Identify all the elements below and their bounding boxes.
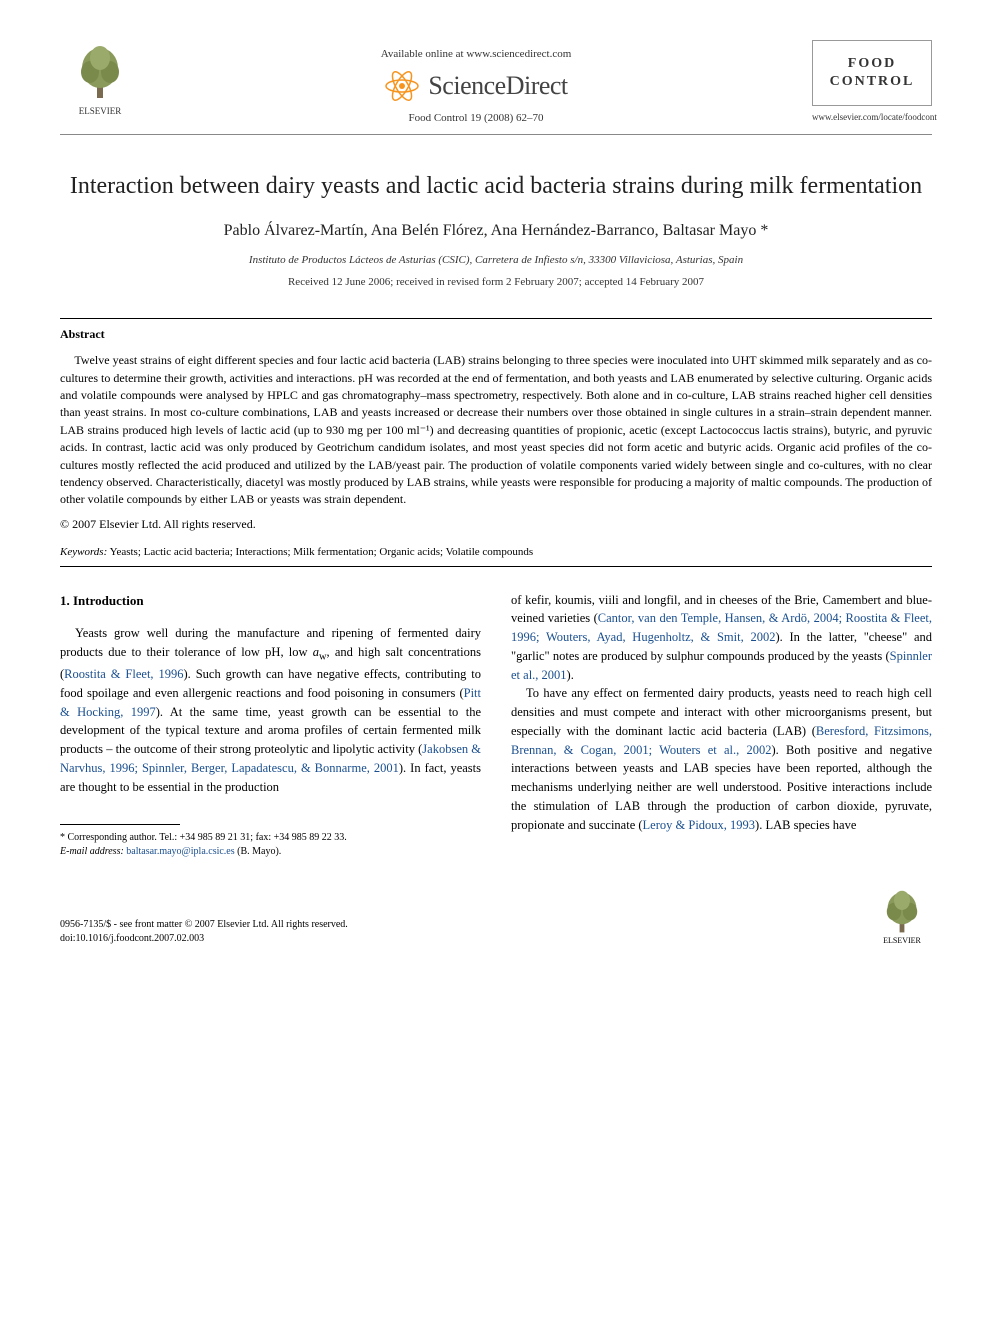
footer-doi: doi:10.1016/j.foodcont.2007.02.003 [60,932,348,946]
sciencedirect-logo: ScienceDirect [140,68,812,104]
footnote-rule [60,824,180,825]
intro-paragraph-1-right: of kefir, koumis, viili and longfil, and… [511,591,932,685]
journal-url: www.elsevier.com/locate/foodcont [812,112,932,122]
keywords-text: Yeasts; Lactic acid bacteria; Interactio… [110,546,534,558]
footer-left: 0956-7135/$ - see front matter © 2007 El… [60,918,348,945]
article-title: Interaction between dairy yeasts and lac… [60,171,932,202]
received-dates: Received 12 June 2006; received in revis… [60,276,932,288]
header-center: Available online at www.sciencedirect.co… [140,40,812,124]
introduction-heading: 1. Introduction [60,591,481,611]
footer-publisher-name: ELSEVIER [872,936,932,945]
email-link[interactable]: baltasar.mayo@ipla.csic.es [126,846,234,857]
header-rule [60,134,932,135]
journal-title-line1: FOOD [821,55,923,73]
atom-icon [384,68,420,104]
publisher-name: ELSEVIER [60,106,140,116]
abstract-copyright: © 2007 Elsevier Ltd. All rights reserved… [60,517,932,532]
available-online-text: Available online at www.sciencedirect.co… [140,48,812,60]
affiliation: Instituto de Productos Lácteos de Asturi… [60,254,932,266]
elsevier-tree-icon [75,40,125,100]
authors: Pablo Álvarez-Martín, Ana Belén Flórez, … [60,222,932,240]
ref-roostita-fleet-1996[interactable]: Roostita & Fleet, 1996 [64,667,183,681]
abstract-body: Twelve yeast strains of eight different … [60,353,932,506]
abstract-top-rule [60,318,932,319]
abstract-heading: Abstract [60,327,932,342]
footnote-email: E-mail address: baltasar.mayo@ipla.csic.… [60,845,481,859]
left-column: 1. Introduction Yeasts grow well during … [60,591,481,859]
sciencedirect-text: ScienceDirect [428,71,567,101]
journal-box: FOOD CONTROL www.elsevier.com/locate/foo… [812,40,932,122]
footnote-corresponding: * Corresponding author. Tel.: +34 985 89… [60,831,481,845]
footer-row: 0956-7135/$ - see front matter © 2007 El… [60,886,932,945]
footer-issn: 0956-7135/$ - see front matter © 2007 El… [60,918,348,932]
header-row: ELSEVIER Available online at www.science… [60,40,932,124]
journal-reference: Food Control 19 (2008) 62–70 [140,112,812,124]
journal-title-line2: CONTROL [821,73,923,91]
elsevier-tree-icon-footer [882,886,922,934]
abstract-bottom-rule [60,566,932,567]
journal-title-box: FOOD CONTROL [812,40,932,106]
body-columns: 1. Introduction Yeasts grow well during … [60,591,932,859]
keywords-label: Keywords: [60,546,107,558]
right-column: of kefir, koumis, viili and longfil, and… [511,591,932,859]
ref-leroy-pidoux-1993[interactable]: Leroy & Pidoux, 1993 [643,818,756,832]
footer-publisher-logo: ELSEVIER [872,886,932,945]
keywords-row: Keywords: Yeasts; Lactic acid bacteria; … [60,546,932,558]
abstract-text: Twelve yeast strains of eight different … [60,352,932,509]
intro-paragraph-2: To have any effect on fermented dairy pr… [511,684,932,834]
intro-paragraph-1-left: Yeasts grow well during the manufacture … [60,624,481,796]
publisher-logo-block: ELSEVIER [60,40,140,116]
